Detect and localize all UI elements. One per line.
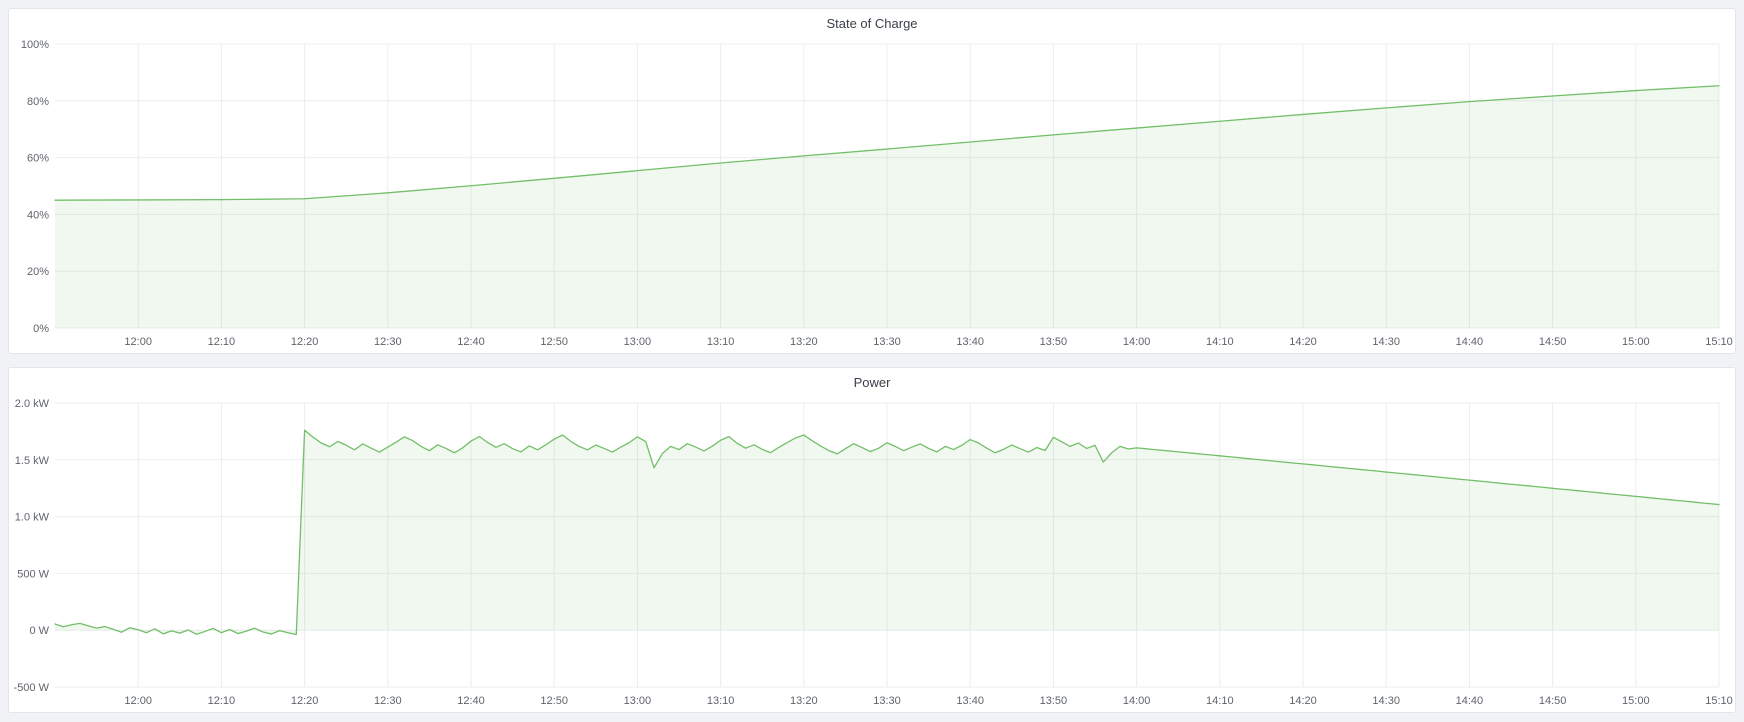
x-axis-tick-label: 12:50 — [540, 336, 568, 348]
x-axis-tick-label: 12:40 — [457, 695, 485, 707]
x-axis-tick-label: 12:10 — [208, 695, 236, 707]
x-axis-tick-label: 14:00 — [1123, 695, 1151, 707]
x-axis-tick-label: 14:10 — [1206, 695, 1234, 707]
soc-chart-canvas[interactable]: 0% 20% 40% 60% 80% 100% 12:00 12:10 12:20 12:30 12… — [9, 37, 1735, 353]
panel-title-state-of-charge[interactable]: State of Charge — [826, 15, 918, 31]
x-axis-tick-label: 12:00 — [124, 336, 152, 348]
series-line — [54, 85, 1720, 201]
y-axis-tick-label: 80% — [27, 96, 49, 108]
power-chart-canvas[interactable]: -500 W 0 W 500 W 1.0 kW 1.5 kW 2.0 kW 12:00 12:… — [9, 396, 1735, 712]
x-axis-tick-label: 13:10 — [707, 695, 735, 707]
x-axis-tick-label: 15:00 — [1622, 336, 1650, 348]
series-area-fill — [55, 85, 1719, 328]
x-axis-tick-label: 15:00 — [1622, 695, 1650, 707]
y-axis-tick-label: 100% — [21, 39, 49, 51]
series-line — [54, 429, 1720, 636]
y-axis-tick-label: 0% — [33, 323, 49, 335]
panel-title-power[interactable]: Power — [853, 374, 891, 390]
x-axis-tick-label: 13:40 — [956, 695, 984, 707]
x-axis-tick-label: 13:50 — [1040, 336, 1068, 348]
panel-header: Power — [9, 368, 1735, 396]
x-axis-tick-label: 14:30 — [1372, 336, 1400, 348]
x-axis-tick-label: 14:20 — [1289, 336, 1317, 348]
x-axis-tick-label: 14:50 — [1539, 695, 1567, 707]
x-axis-tick-label: 13:30 — [873, 336, 901, 348]
x-axis-tick-label: 14:50 — [1539, 336, 1567, 348]
y-axis-tick-label: 40% — [27, 209, 49, 221]
x-axis-tick-label: 14:40 — [1456, 336, 1484, 348]
x-axis-tick-label: 12:40 — [457, 336, 485, 348]
y-axis-tick-label: 0 W — [29, 625, 49, 637]
x-axis-tick-label: 14:20 — [1289, 695, 1317, 707]
panel-state-of-charge: State of Charge 0% 20% 40% 60% 80% 100% 12:00 1… — [8, 8, 1736, 354]
x-axis-tick-label: 13:20 — [790, 695, 818, 707]
panel-header: State of Charge — [9, 9, 1735, 37]
x-axis-tick-label: 13:00 — [624, 336, 652, 348]
y-axis-tick-label: 1.5 kW — [15, 455, 50, 467]
x-axis-tick-label: 13:30 — [873, 695, 901, 707]
x-axis-tick-label: 12:20 — [291, 336, 319, 348]
x-axis-tick-label: 12:20 — [291, 695, 319, 707]
y-axis-tick-label: 500 W — [17, 568, 49, 580]
x-axis-tick-label: 15:10 — [1705, 695, 1733, 707]
x-axis-tick-label: 12:30 — [374, 695, 402, 707]
x-axis-tick-label: 12:50 — [540, 695, 568, 707]
x-axis-tick-label: 12:00 — [124, 695, 152, 707]
x-axis-tick-label: 12:10 — [208, 336, 236, 348]
y-axis-tick-label: 20% — [27, 266, 49, 278]
x-axis-tick-label: 14:30 — [1372, 695, 1400, 707]
series-area-fill — [55, 430, 1719, 635]
y-axis-tick-label: 1.0 kW — [15, 512, 50, 524]
panel-power: Power -500 W 0 W 500 W 1.0 kW 1.5 kW 2.0 kW 12… — [8, 367, 1736, 713]
y-axis-tick-label: -500 W — [14, 682, 50, 694]
x-axis-tick-label: 13:40 — [956, 336, 984, 348]
x-axis-tick-label: 13:20 — [790, 336, 818, 348]
y-axis-tick-label: 60% — [27, 153, 49, 165]
x-axis-tick-label: 14:10 — [1206, 336, 1234, 348]
x-axis-tick-label: 13:00 — [624, 695, 652, 707]
x-axis-tick-label: 13:50 — [1040, 695, 1068, 707]
x-axis-tick-label: 13:10 — [707, 336, 735, 348]
y-axis-tick-label: 2.0 kW — [15, 398, 50, 410]
x-axis-tick-label: 12:30 — [374, 336, 402, 348]
x-axis-tick-label: 14:40 — [1456, 695, 1484, 707]
x-axis-tick-label: 14:00 — [1123, 336, 1151, 348]
x-axis-tick-label: 15:10 — [1705, 336, 1733, 348]
